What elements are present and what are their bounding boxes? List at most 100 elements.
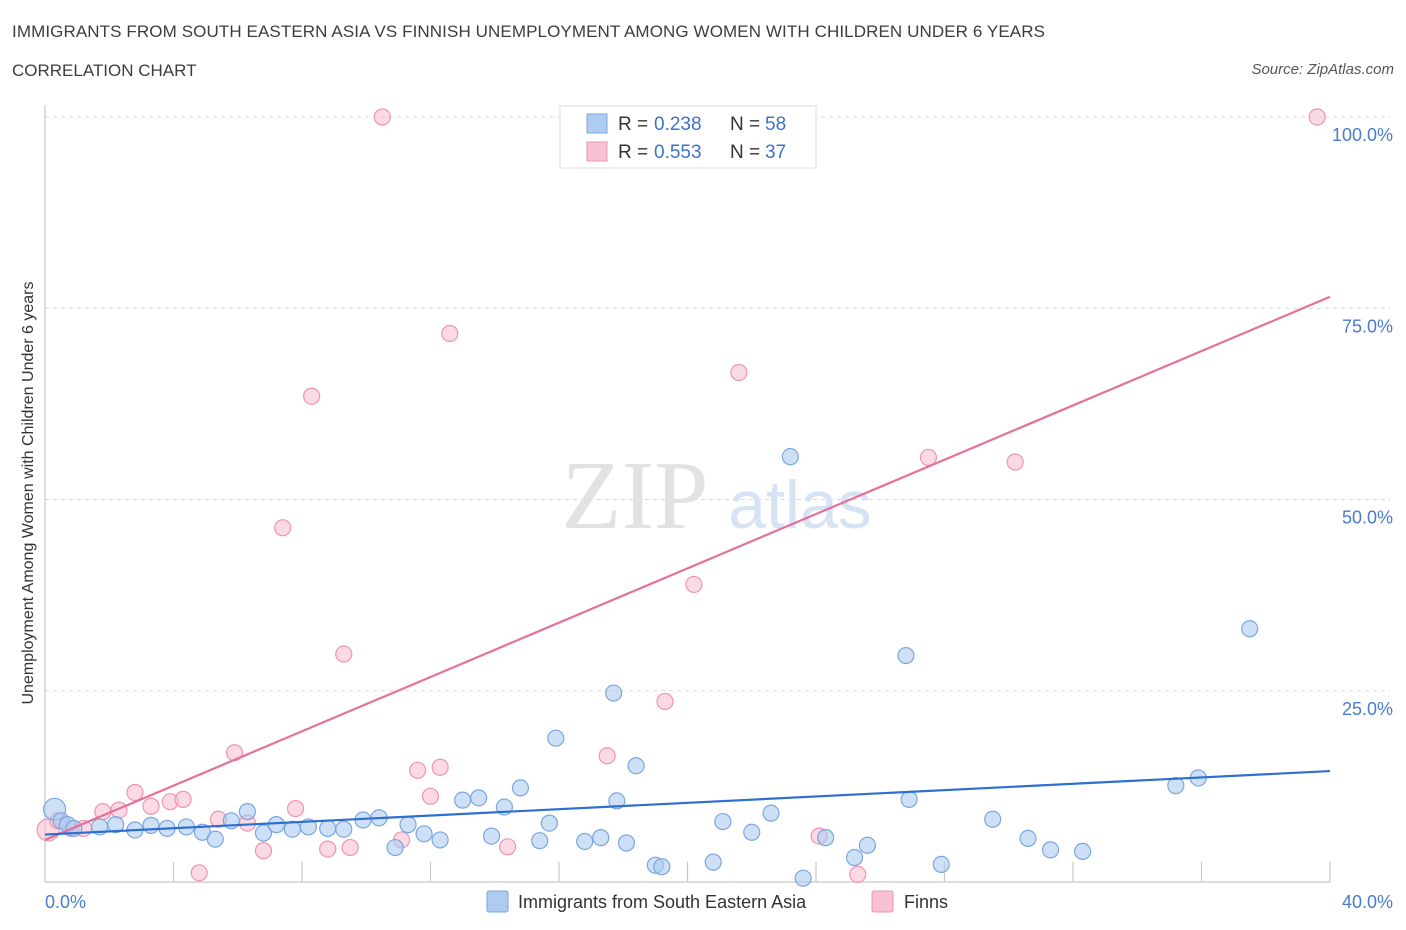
axes	[44, 105, 1331, 883]
sea-point-30	[511, 779, 530, 797]
sea-point-28	[482, 827, 501, 845]
sea-point-52	[900, 790, 918, 808]
legend-bottom-swatch-finns	[871, 890, 894, 913]
sea-point-34	[576, 832, 594, 851]
legend-swatch-finns	[586, 141, 608, 162]
sea-point-47	[794, 869, 812, 887]
legend-n-label-2: N =	[730, 142, 760, 163]
sea-point-19	[335, 820, 353, 838]
sea-point-39	[627, 757, 645, 775]
finns-point-9	[174, 790, 192, 808]
sea-point-44	[743, 823, 761, 841]
sea-point-23	[399, 816, 417, 834]
sea-point-11	[206, 830, 224, 848]
sea-point-56	[1041, 841, 1060, 859]
sea-point-57	[1074, 842, 1092, 861]
finns-point-25	[431, 758, 449, 776]
sea-point-14	[254, 824, 273, 842]
sea-trend-line	[44, 769, 1331, 836]
sea-point-46	[781, 448, 799, 466]
y-tick-label-0: 25.0%	[1342, 699, 1393, 719]
finns-point-20	[341, 838, 359, 857]
finns-point-29	[656, 692, 674, 711]
finns-point-15	[274, 519, 292, 537]
finns-point-32	[730, 363, 748, 382]
finns-point-28	[598, 747, 616, 765]
sea-point-43	[714, 812, 732, 831]
sea-point-49	[845, 848, 864, 867]
finns-point-37	[1308, 108, 1326, 126]
sea-point-13	[238, 803, 256, 821]
sea-point-50	[858, 836, 877, 854]
legend-n-label-1: N =	[730, 114, 760, 135]
gridlines	[45, 116, 1390, 692]
sea-point-25	[431, 831, 449, 849]
chart-title: IMMIGRANTS FROM SOUTH EASTERN ASIA VS FI…	[12, 22, 1046, 41]
legend-n-value-1: 58	[765, 114, 786, 135]
legend-r-value-2: 0.553	[654, 142, 702, 163]
tick-labels: 25.0% 50.0% 75.0% 100.0% 0.0% 40.0%	[45, 125, 1393, 912]
finns-point-27	[499, 838, 517, 856]
sea-point-17	[299, 818, 318, 836]
trend-lines	[44, 295, 1331, 841]
sea-point-41	[653, 858, 671, 876]
y-tick-label-3: 100.0%	[1332, 125, 1393, 145]
finns-point-23	[409, 761, 427, 779]
x-tick-label-0: 0.0%	[45, 892, 86, 912]
sea-point-60	[1241, 620, 1259, 638]
legend-r-label-1: R =	[618, 114, 648, 135]
series-legend: Immigrants from South Eastern Asia Finns	[486, 890, 948, 913]
finns-point-24	[421, 787, 440, 805]
sea-point-33	[547, 729, 565, 747]
sea-point-24	[415, 825, 433, 843]
legend-r-value-1: 0.238	[654, 114, 702, 135]
sea-point-7	[142, 816, 160, 834]
finns-point-10	[190, 864, 208, 882]
sea-point-18	[319, 819, 337, 838]
sea-point-45	[762, 804, 780, 822]
source-note: Source: ZipAtlas.com	[1251, 61, 1394, 78]
watermark-zip: ZIP	[562, 442, 709, 550]
watermark-atlas: atlas	[728, 467, 872, 543]
x-tick-label-1: 40.0%	[1342, 892, 1393, 912]
y-tick-label-2: 75.0%	[1342, 316, 1393, 336]
finns-point-34	[849, 865, 867, 883]
sea-point-31	[531, 832, 549, 850]
finns-point-30	[685, 575, 703, 594]
sea-point-5	[107, 816, 125, 834]
legend-n-value-2: 37	[765, 142, 786, 163]
finns-point-17	[303, 387, 321, 405]
legend-swatch-sea	[586, 113, 608, 134]
sea-point-27	[470, 789, 488, 807]
sea-point-26	[454, 791, 472, 809]
legend-bottom-label-finns: Finns	[904, 892, 948, 912]
sea-point-55	[1019, 829, 1037, 847]
legend-bottom-label-sea: Immigrants from South Eastern Asia	[518, 892, 807, 912]
sea-point-36	[605, 684, 623, 702]
sea-point-54	[984, 810, 1002, 828]
sea-point-53	[932, 855, 950, 874]
sea-point-42	[704, 853, 722, 871]
legend-bottom-swatch-sea	[486, 890, 509, 913]
y-axis-label: Unemployment Among Women with Children U…	[20, 281, 37, 704]
finns-trend-line	[44, 295, 1331, 841]
chart-subtitle: CORRELATION CHART	[12, 61, 197, 80]
sea-point-51	[897, 646, 915, 665]
finns-point-14	[254, 842, 273, 860]
sea-point-35	[592, 829, 610, 847]
sea-point-37	[608, 792, 626, 810]
stats-legend: R = 0.238 N = 58 R = 0.553 N = 37	[559, 105, 817, 169]
sea-point-38	[617, 834, 636, 852]
sea-point-32	[540, 814, 558, 832]
finns-point-26	[441, 324, 459, 343]
finns-point-36	[1006, 453, 1024, 471]
finns-point-6	[126, 783, 144, 802]
y-tick-label-1: 50.0%	[1342, 508, 1393, 528]
sea-point-15	[267, 816, 285, 834]
finns-point-16	[286, 799, 305, 818]
legend-r-label-2: R =	[618, 142, 648, 163]
finns-point-21	[373, 108, 391, 126]
finns-point-19	[335, 645, 353, 663]
sea-point-48	[817, 829, 835, 847]
watermark: ZIP atlas	[562, 442, 872, 550]
